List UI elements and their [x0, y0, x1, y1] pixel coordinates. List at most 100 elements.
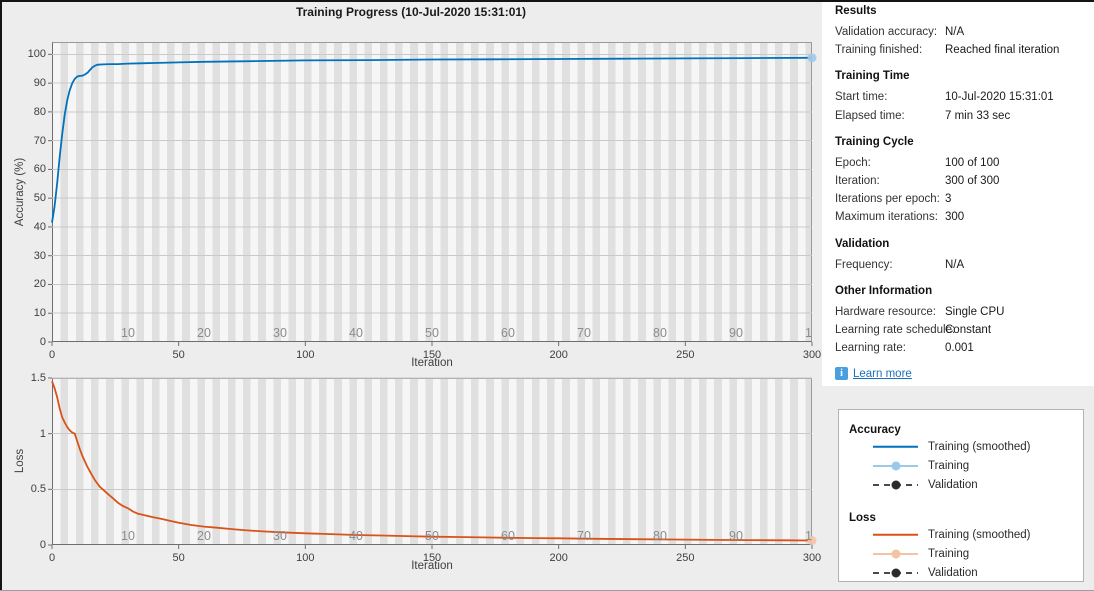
- panel-row: Iterations per epoch: 3: [835, 190, 1086, 208]
- legend-group: Loss Training (smoothed) Training Validatio…: [849, 511, 1073, 582]
- panel-section: Other Information Hardware resource: Singl…: [835, 283, 1086, 358]
- y-tick-label: 0.5: [30, 483, 46, 496]
- panel-row: Learning rate schedule:Constant: [835, 321, 1086, 339]
- epoch-label: 60: [501, 326, 515, 340]
- window-border-top: [0, 0, 1094, 2]
- learn-more-row: i Learn more: [835, 367, 1086, 381]
- x-tick-label: 100: [296, 552, 315, 564]
- panel-section-heading: Validation: [835, 237, 890, 250]
- epoch-label: 40: [349, 326, 363, 340]
- info-panel-sections: Results Validation accuracy: N/A Training f…: [835, 3, 1086, 357]
- legend-line-sample-icon: [873, 460, 918, 471]
- epoch-label: 70: [577, 529, 591, 543]
- panel-section-heading: Other Information: [835, 284, 933, 297]
- epoch-label: 60: [501, 529, 515, 543]
- panel-row-value: Single CPU: [945, 305, 1005, 318]
- accuracy-plot-area: [52, 42, 812, 342]
- x-tick-label: 50: [172, 552, 185, 564]
- y-tick-label: 0: [39, 539, 46, 551]
- legend-line-sample-icon: [873, 479, 918, 490]
- y-tick-label: 50: [33, 192, 46, 205]
- accuracy-curve-svg: [48, 53, 817, 346]
- panel-row-label: Maximum iterations:: [835, 211, 938, 224]
- epoch-label: 10: [121, 326, 135, 340]
- epoch-label: 30: [273, 326, 287, 340]
- legend-item-label: Validation: [928, 478, 978, 491]
- epoch-label: 10: [121, 529, 135, 543]
- epoch-label: 80: [653, 529, 667, 543]
- loss-x-axis-label: Iteration: [411, 560, 453, 572]
- x-tick-label: 0: [48, 349, 56, 361]
- panel-row: Epoch: 100 of 100: [835, 154, 1086, 172]
- panel-row: Validation accuracy: N/A: [835, 23, 1086, 41]
- panel-row-label: Hardware resource:: [835, 305, 936, 318]
- series-training-smoothed-: [51, 380, 813, 542]
- panel-row-label: Iterations per epoch:: [835, 193, 940, 206]
- epoch-label: 30: [273, 529, 287, 543]
- x-tick-label: 100: [296, 349, 315, 361]
- panel-section: Training Time Start time: 10-Jul-2020 15:3…: [835, 68, 1086, 124]
- x-tick-label: 150: [422, 349, 442, 361]
- epoch-label: 40: [349, 529, 363, 543]
- epoch-label: 1: [804, 529, 812, 543]
- y-tick-label: 20: [33, 278, 46, 291]
- panel-row-label: Elapsed time:: [835, 109, 905, 122]
- x-tick-label: 50: [172, 349, 185, 361]
- epoch-label: 1: [804, 326, 812, 340]
- series-training-smoothed-: [51, 56, 813, 223]
- x-tick-label: 250: [676, 552, 695, 564]
- loss-plot-area: [52, 378, 812, 545]
- legend-line-sample-icon: [873, 548, 918, 559]
- panel-row-label: Learning rate schedule:: [835, 324, 956, 337]
- legend-group-title: Accuracy: [849, 424, 901, 436]
- panel-row: Frequency: N/A: [835, 256, 1086, 274]
- learn-more-link[interactable]: Learn more: [853, 367, 912, 380]
- panel-row-value: N/A: [945, 26, 965, 38]
- panel-row-label: Frequency:: [835, 258, 893, 271]
- panel-section: Results Validation accuracy: N/A Training f…: [835, 3, 1086, 59]
- panel-row-value: 300: [945, 211, 965, 224]
- training-info-panel: Results Validation accuracy: N/A Training f…: [822, 0, 1094, 386]
- panel-section: Validation Frequency: N/A: [835, 236, 1086, 274]
- legend-line-sample-icon: [873, 567, 918, 578]
- y-tick-label: 60: [33, 163, 46, 176]
- panel-row-label: Training finished:: [835, 44, 923, 57]
- y-tick-label: 70: [33, 134, 46, 147]
- legend-line-sample-icon: [873, 441, 918, 452]
- page-title: Training Progress (10-Jul-2020 15:31:01): [295, 5, 527, 19]
- training-plots-region: Training Progress (10-Jul-2020 15:31:01)…: [14, 5, 821, 572]
- epoch-label: 90: [729, 529, 743, 543]
- panel-row-value: Constant: [945, 324, 992, 337]
- y-tick-label: 1.5: [30, 372, 46, 384]
- panel-row-label: Iteration:: [835, 175, 880, 188]
- panel-row-label: Validation accuracy:: [835, 26, 938, 38]
- final-point-marker: [807, 536, 817, 546]
- epoch-label: 50: [425, 529, 439, 543]
- epoch-label: 50: [425, 326, 439, 340]
- legend-item-label: Training: [928, 547, 970, 560]
- epoch-label: 20: [197, 326, 211, 340]
- panel-row-label: Learning rate:: [835, 342, 906, 355]
- y-tick-label: 0: [39, 336, 46, 348]
- epoch-label: 70: [577, 326, 591, 340]
- epoch-label: 90: [729, 326, 743, 340]
- legend-item-label: Training: [928, 459, 970, 472]
- panel-row-label: Epoch:: [835, 156, 871, 169]
- final-point-marker: [807, 53, 817, 63]
- panel-row-value: 7 min 33 sec: [945, 109, 1011, 122]
- legend-item: Training (smoothed): [873, 437, 1073, 456]
- panel-row-value: 10-Jul-2020 15:31:01: [945, 91, 1054, 104]
- y-tick-label: 1: [39, 427, 46, 440]
- y-tick-label: 80: [33, 105, 46, 118]
- panel-section-heading: Training Cycle: [835, 135, 914, 148]
- panel-row-value: 0.001: [945, 342, 974, 355]
- legend-item-label: Validation: [928, 566, 978, 579]
- panel-section: Training Cycle Epoch: 100 of 100 Iteration:…: [835, 134, 1086, 227]
- info-icon: i: [835, 367, 848, 381]
- y-tick-label: 10: [33, 307, 46, 320]
- epoch-label: 20: [197, 529, 211, 543]
- panel-row: Learning rate: 0.001: [835, 339, 1086, 357]
- panel-row: Start time: 10-Jul-2020 15:31:01: [835, 88, 1086, 106]
- legend-item-label: Training (smoothed): [928, 528, 1031, 541]
- legend-item: Validation: [873, 475, 1073, 494]
